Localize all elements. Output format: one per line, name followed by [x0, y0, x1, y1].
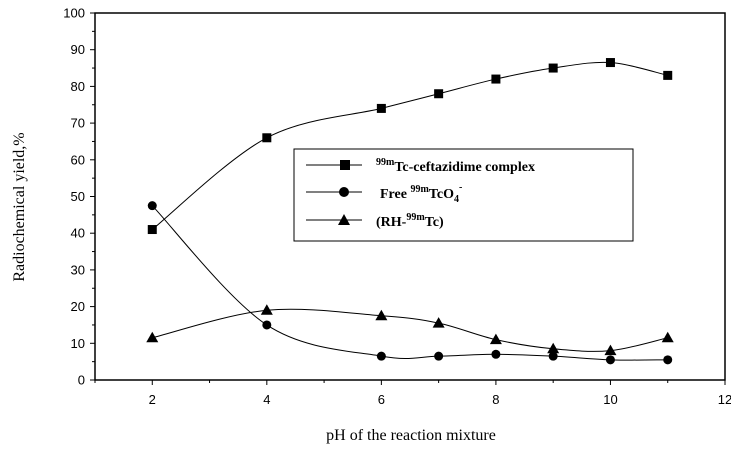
y-tick-label: 80 — [71, 79, 85, 94]
y-tick-label: 20 — [71, 299, 85, 314]
legend: 99mTc-ceftazidime complex Free 99mTcO4- … — [293, 148, 634, 242]
data-point-triangle — [661, 331, 674, 343]
y-axis-title: Radiochemical yield,% — [11, 132, 28, 281]
x-tick-label: 4 — [263, 392, 270, 407]
data-point-square — [262, 133, 272, 143]
data-point-square — [147, 225, 157, 235]
legend-marker-square — [340, 160, 350, 170]
data-point-circle — [548, 351, 558, 361]
y-tick-label: 10 — [71, 336, 85, 351]
data-point-triangle — [432, 317, 445, 328]
y-tick-label: 40 — [71, 226, 85, 241]
data-point-circle — [491, 349, 501, 359]
data-point-circle — [434, 351, 444, 361]
data-point-triangle — [260, 304, 273, 315]
x-tick-label: 12 — [718, 392, 731, 407]
data-point-circle — [605, 355, 615, 365]
legend-label-complex: 99mTc-ceftazidime complex — [376, 157, 535, 175]
data-point-circle — [663, 355, 673, 365]
y-tick-label: 90 — [71, 42, 85, 57]
data-point-triangle — [146, 331, 159, 343]
legend-marker-triangle — [338, 214, 350, 225]
y-tick-label: 30 — [71, 262, 85, 277]
y-tick-label: 60 — [71, 152, 85, 167]
data-point-triangle — [604, 344, 617, 356]
data-point-square — [548, 63, 558, 73]
x-tick-label: 2 — [149, 392, 156, 407]
x-tick-label: 8 — [492, 392, 499, 407]
data-point-square — [434, 89, 444, 99]
y-tick-label: 50 — [71, 189, 85, 204]
x-tick-label: 6 — [378, 392, 385, 407]
data-point-square — [605, 58, 615, 68]
y-tick-label: 0 — [78, 373, 85, 388]
y-tick-label: 100 — [63, 6, 85, 21]
data-point-circle — [147, 201, 157, 211]
data-point-circle — [376, 351, 386, 361]
x-axis-title: pH of the reaction mixture — [326, 427, 496, 444]
data-point-triangle — [547, 342, 560, 354]
data-point-square — [491, 74, 501, 84]
axes: 0 10 20 30 40 50 60 70 80 90 100 2 4 6 8 10 12 — [63, 6, 731, 408]
legend-marker-circle — [339, 187, 349, 197]
series-layer — [146, 58, 674, 365]
x-tick-label: 10 — [603, 392, 617, 407]
data-point-circle — [262, 320, 272, 330]
legend-label-free: Free 99mTcO4- — [380, 182, 462, 205]
series-line-triangle — [152, 308, 668, 352]
legend-label-rh: (RH-99mTc) — [376, 212, 444, 230]
data-point-square — [376, 103, 386, 113]
data-point-triangle — [489, 333, 502, 345]
legend-box — [293, 148, 634, 242]
data-point-square — [663, 70, 673, 80]
y-tick-label: 70 — [71, 116, 85, 131]
data-point-triangle — [375, 309, 388, 321]
